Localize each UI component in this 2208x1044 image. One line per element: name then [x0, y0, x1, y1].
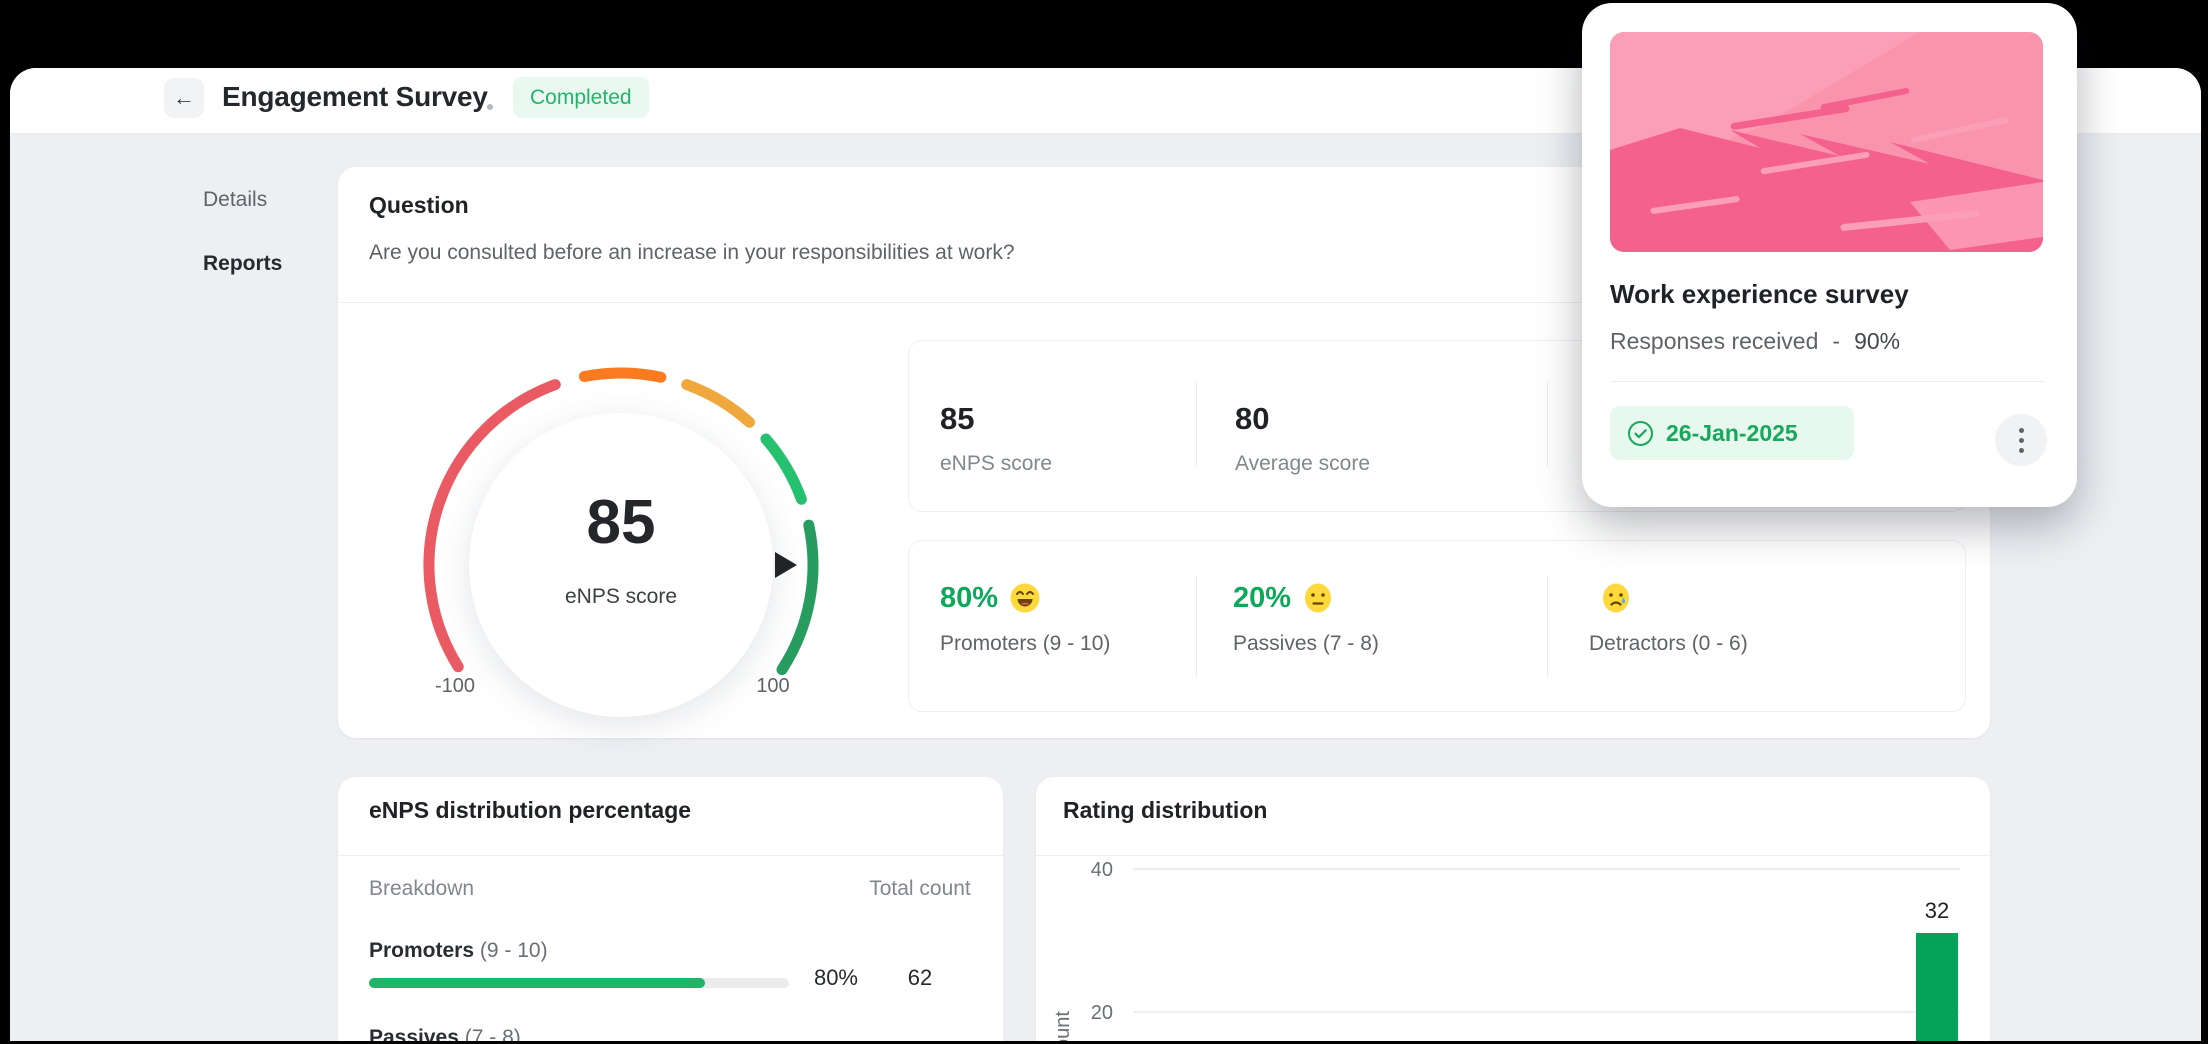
arrow-left-icon: ←: [173, 85, 195, 110]
gauge-score-label: eNPS score: [564, 585, 678, 608]
divider: [338, 855, 1003, 856]
bar-value-label: 32: [1924, 898, 1950, 923]
y-axis-label: Response Count: [1052, 1011, 1075, 1041]
stat-label: Average score: [1235, 452, 1371, 475]
gauge-arc-dark-green: [776, 519, 819, 676]
grinning-face-icon: [1010, 583, 1040, 613]
column-breakdown: Breakdown: [369, 877, 475, 900]
stat-average-score: 80 Average score: [1235, 401, 1370, 476]
promoters-row-percent: 80%: [813, 965, 858, 990]
rating-distribution-card: Rating distribution 40 20 Response Count…: [1036, 777, 1990, 1041]
gauge-arc-orange: [578, 367, 667, 383]
pink-brush-art: [1610, 32, 2043, 252]
kebab-menu-button[interactable]: [1995, 414, 2047, 466]
row-range: (9 - 10): [479, 939, 548, 962]
work-experience-survey-card[interactable]: Work experience survey Responses receive…: [1582, 3, 2077, 507]
gauge-arc-amber: [681, 379, 755, 428]
row-passives-label: Passives (7 - 8): [369, 1026, 521, 1041]
page-title: Engagement Survey: [222, 81, 488, 112]
promoters-percent: 80%: [940, 581, 999, 614]
divider: [338, 302, 1990, 303]
crying-face-icon: [1603, 583, 1629, 613]
stat-value: 85: [940, 401, 975, 436]
gauge-max-label: 100: [756, 675, 790, 697]
question-text: Are you consulted before an increase in …: [369, 241, 1015, 264]
survey-responses: Responses received -90%: [1610, 328, 1900, 355]
completion-date-pill: 26-Jan-2025: [1610, 406, 1854, 460]
sidebar-item-details[interactable]: Details: [203, 188, 268, 211]
gauge-arc-green: [760, 433, 807, 505]
row-name: Promoters: [369, 939, 475, 962]
check-circle-icon: [1628, 420, 1653, 446]
gauge-inner-circle: 85 eNPS score: [469, 413, 773, 717]
promoters-progress-fill: [369, 978, 705, 988]
enps-distribution-card: eNPS distribution percentage Breakdown T…: [338, 777, 1003, 1041]
segment-promoters: 80% Promoters (9 - 10): [940, 579, 1110, 656]
neutral-face-icon: [1305, 583, 1332, 613]
column-total-count: Total count: [869, 877, 971, 900]
responses-value: 90%: [1854, 328, 1901, 354]
gauge-score: 85: [586, 488, 656, 557]
segment-detractors: Detractors (0 - 6): [1589, 579, 1748, 656]
gauge-min-label: -100: [434, 675, 476, 697]
kebab-dot: [2018, 447, 2024, 453]
survey-cover-image: [1610, 32, 2043, 252]
promoters-progress-track: [369, 978, 789, 988]
divider: [1196, 576, 1197, 676]
detractors-label: Detractors (0 - 6): [1589, 632, 1748, 655]
divider: [1610, 381, 2043, 382]
y-tick-20: 20: [1090, 1002, 1113, 1024]
stat-label: eNPS score: [940, 452, 1053, 475]
passives-label: Passives (7 - 8): [1233, 632, 1379, 655]
survey-title: Work experience survey: [1610, 279, 1909, 309]
stat-value: 80: [1235, 401, 1270, 436]
y-tick-40: 40: [1090, 859, 1113, 881]
segments-card: 80% Promoters (9 - 10) 20%: [908, 540, 1966, 712]
divider: [1547, 576, 1548, 676]
responses-separator: -: [1832, 328, 1841, 354]
divider: [1036, 855, 1990, 856]
title-separator-dot: [487, 104, 493, 110]
enps-gauge-chart: [423, 367, 819, 676]
status-badge: Completed: [513, 77, 649, 118]
gridline-40: [1133, 868, 1960, 870]
stat-enps-score: 85 eNPS score: [940, 401, 1052, 476]
segment-passives: 20% Passives (7 - 8): [1233, 579, 1379, 656]
divider: [1547, 381, 1548, 467]
row-range: (7 - 8): [464, 1026, 521, 1041]
back-button[interactable]: ←: [164, 78, 204, 118]
passives-percent: 20%: [1233, 581, 1292, 614]
promoters-label: Promoters (9 - 10): [940, 632, 1111, 655]
question-heading: Question: [369, 192, 469, 218]
responses-label: Responses received: [1610, 328, 1819, 354]
row-promoters-label: Promoters (9 - 10): [369, 939, 548, 963]
completion-date: 26-Jan-2025: [1666, 419, 1798, 446]
sidebar-item-reports[interactable]: Reports: [203, 252, 283, 275]
enps-distribution-title: eNPS distribution percentage: [369, 797, 692, 823]
kebab-dot: [2018, 427, 2024, 433]
kebab-dot: [2018, 437, 2024, 443]
promoters-row-count: 62: [907, 965, 933, 990]
gauge-pointer-icon: [775, 552, 797, 578]
gridline-20: [1133, 1011, 1960, 1013]
rating-distribution-title: Rating distribution: [1063, 797, 1268, 823]
rating-bar: [1916, 933, 1958, 1041]
row-name: Passives: [369, 1026, 459, 1041]
gauge-arc-red: [423, 379, 561, 673]
divider: [1196, 381, 1197, 467]
